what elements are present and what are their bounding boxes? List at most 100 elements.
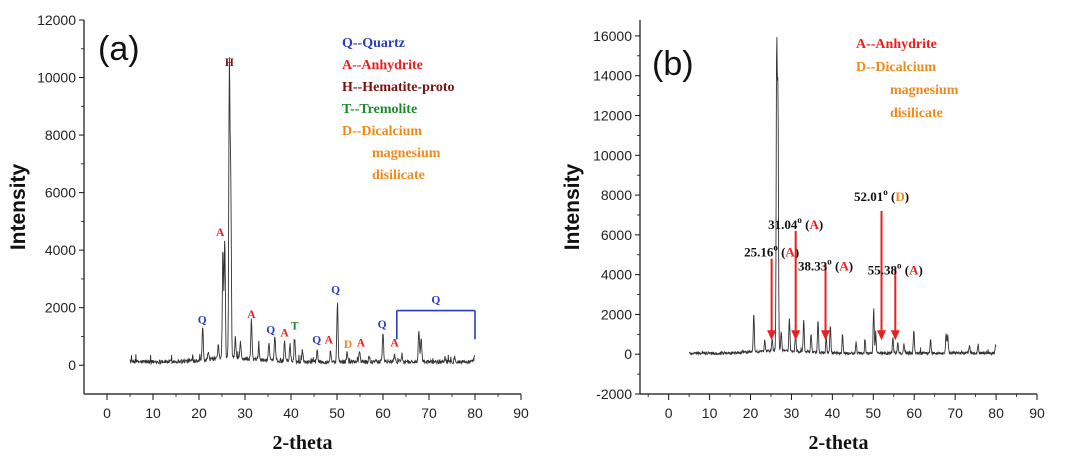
y-tick-label: 12000 xyxy=(37,12,76,28)
peak-label: Q xyxy=(378,319,387,331)
y-tick-label: 2000 xyxy=(601,306,632,322)
annotation-close: ) xyxy=(919,263,923,278)
peak-annotation: 55.38o (A) xyxy=(868,261,923,278)
peak-label: T xyxy=(291,320,299,332)
x-tick-label: 30 xyxy=(237,405,253,421)
x-tick-label: 80 xyxy=(467,405,483,421)
annotation-degree: o xyxy=(883,187,888,197)
x-tick-label: 0 xyxy=(103,405,111,421)
peak-label: Q xyxy=(198,315,207,327)
y-tick-label: 2000 xyxy=(45,300,76,316)
peak-label: A xyxy=(216,227,225,239)
x-tick-label: 40 xyxy=(283,405,299,421)
x-tick-label: 50 xyxy=(329,405,345,421)
annotation-value: 52.01 xyxy=(854,189,883,204)
peak-annotation: 25.16o (A) xyxy=(744,243,799,260)
y-tick-label: 0 xyxy=(68,357,76,373)
peak-annotation: 52.01o (D) xyxy=(854,187,909,204)
annotation-degree: o xyxy=(827,257,832,267)
annotation-close: ) xyxy=(849,259,853,274)
peak-label: Q xyxy=(331,284,340,296)
x-tick-label: 30 xyxy=(784,405,800,421)
annotation-degree: o xyxy=(897,261,902,271)
legend-entry: A--Anhydrite xyxy=(856,37,937,52)
y-tick-label: 10000 xyxy=(593,147,632,163)
x-tick-label: 60 xyxy=(906,405,922,421)
legend: A--Anhydrite D--Dicalcium magnesium disilic… xyxy=(856,37,959,121)
y-tick-label: 6000 xyxy=(601,227,632,243)
annotation-close: ) xyxy=(795,245,799,260)
legend-entry: A--Anhydrite xyxy=(342,58,423,73)
peak-label: H xyxy=(225,57,234,69)
peak-label: A xyxy=(390,338,399,350)
y-tick-label: 14000 xyxy=(593,68,632,84)
peak-label: Q xyxy=(266,325,275,337)
peak-label: D xyxy=(344,339,352,351)
peak-arrow-head xyxy=(877,330,887,341)
y-axis-title: Intensity xyxy=(561,164,584,251)
y-tick-label: 8000 xyxy=(601,187,632,203)
x-tick-label: 40 xyxy=(825,405,841,421)
legend-entry: H--Hematite-proto xyxy=(342,80,454,95)
y-axis-title: Intensity xyxy=(7,164,30,251)
panel-label: (a) xyxy=(98,30,140,68)
x-tick-label: 90 xyxy=(513,405,529,421)
legend-entry: disilicate xyxy=(890,106,943,121)
legend-entry: Q--Quartz xyxy=(342,36,405,51)
annotation-value: 31.04 xyxy=(768,217,798,232)
annotation-close: ) xyxy=(819,217,823,232)
x-tick-label: 20 xyxy=(743,405,759,421)
x-tick-label: 90 xyxy=(1029,405,1045,421)
y-tick-label: 4000 xyxy=(45,242,76,258)
annotation-phase: D xyxy=(895,189,904,204)
annotation-open: ( xyxy=(832,259,840,274)
legend-entry: T--Tremolite xyxy=(342,102,417,117)
annotation-phase: A xyxy=(839,259,849,274)
x-tick-label: 10 xyxy=(145,405,161,421)
annotation-degree: o xyxy=(797,215,802,225)
peak-label: A xyxy=(357,338,366,350)
panel-b: -2000 0 2000 4000 6000 8000 10000 12000 14000 160… xyxy=(561,20,1045,454)
peak-label: A xyxy=(280,327,289,339)
x-tick-label: 20 xyxy=(191,405,207,421)
panel-a: 0 2000 4000 6000 8000 10000 12000 0 10 20 30 40 50 60… xyxy=(7,12,529,454)
y-tick-label: -2000 xyxy=(596,386,632,402)
annotation-value: 55.38 xyxy=(868,263,898,278)
peak-label: Q xyxy=(431,294,440,306)
peak-arrow-head xyxy=(890,330,900,341)
legend-entry: D--Dicalcium xyxy=(856,60,936,75)
legend-entry: magnesium xyxy=(890,83,959,98)
peak-annotation: 38.33o (A) xyxy=(798,257,853,274)
y-tick-label: 12000 xyxy=(593,107,632,123)
x-tick-label: 80 xyxy=(988,405,1004,421)
annotation-open: ( xyxy=(902,263,910,278)
annotation-open: ( xyxy=(802,217,810,232)
y-tick-label: 16000 xyxy=(593,28,632,44)
peak-annotation: 31.04o (A) xyxy=(768,215,823,232)
legend-entry: D--Dicalcium xyxy=(342,124,422,139)
x-axis-title: 2-theta xyxy=(273,432,333,454)
peak-arrow-head xyxy=(821,330,831,341)
annotation-degree: o xyxy=(773,243,778,253)
legend-entry: magnesium xyxy=(372,146,441,161)
peak-label: Q xyxy=(312,335,321,347)
peak-label: A xyxy=(325,335,334,347)
x-tick-label: 10 xyxy=(702,405,718,421)
annotation-phase: A xyxy=(785,245,795,260)
x-tick-label: 50 xyxy=(865,405,881,421)
annotation-phase: A xyxy=(909,263,919,278)
legend-entry: disilicate xyxy=(372,168,425,183)
y-tick-label: 6000 xyxy=(45,185,76,201)
x-axis-title: 2-theta xyxy=(809,432,869,454)
annotation-open: ( xyxy=(778,245,786,260)
x-tick-label: 60 xyxy=(375,405,391,421)
y-tick-label: 10000 xyxy=(37,70,76,86)
y-tick-label: 8000 xyxy=(45,127,76,143)
x-tick-label: 70 xyxy=(421,405,437,421)
peak-arrow-head xyxy=(767,330,777,341)
peak-arrow-head xyxy=(791,330,801,341)
diffraction-trace xyxy=(129,57,476,366)
diffraction-trace xyxy=(688,37,997,357)
x-tick-label: 70 xyxy=(947,405,963,421)
